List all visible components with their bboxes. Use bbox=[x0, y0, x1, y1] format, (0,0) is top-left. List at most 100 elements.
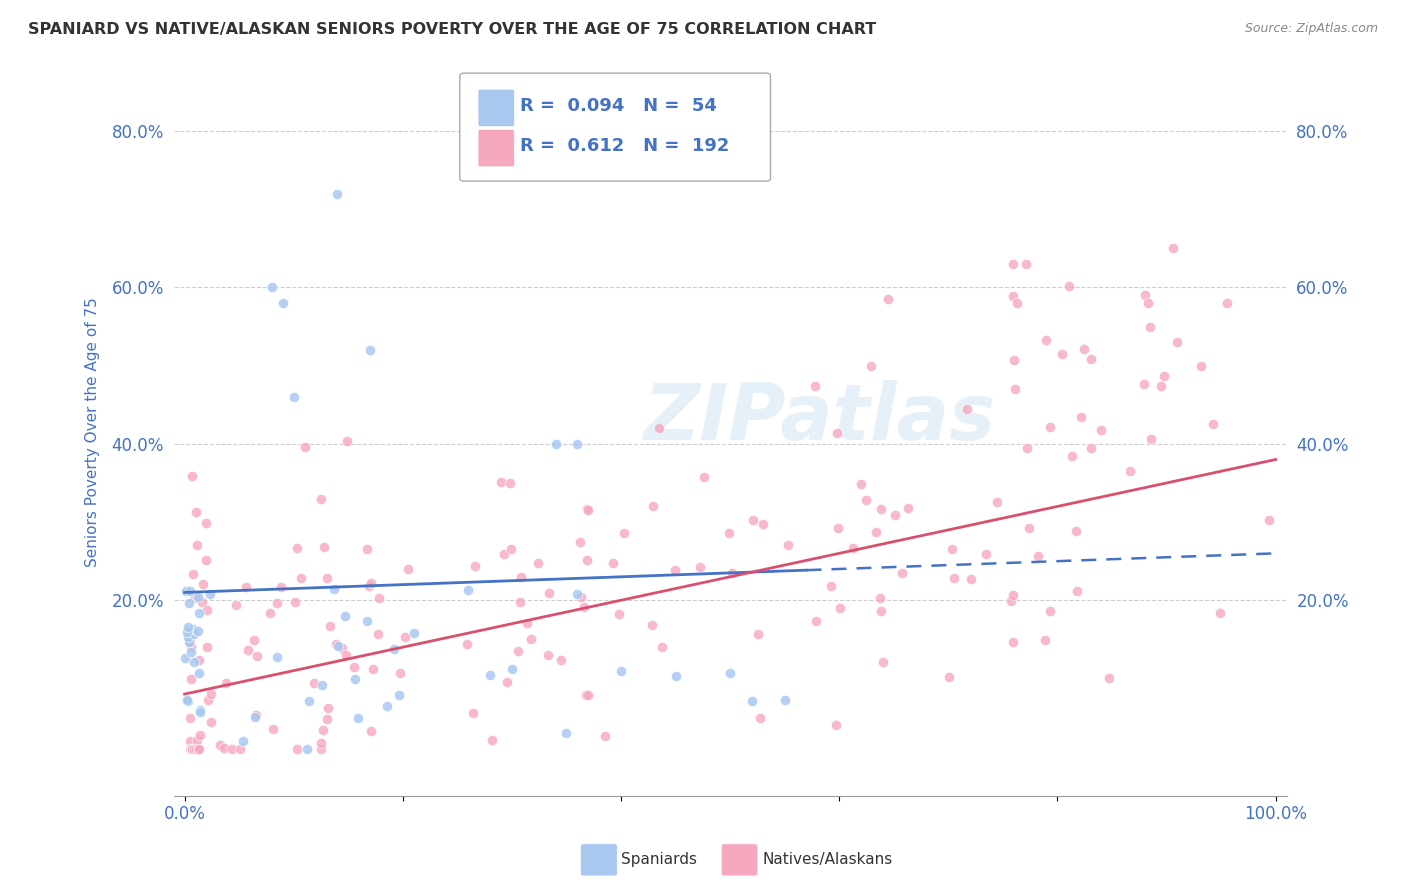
Point bbox=[200, 687, 222, 701]
Point bbox=[389, 665, 412, 680]
Point bbox=[718, 665, 741, 680]
Point bbox=[891, 566, 914, 580]
Point bbox=[356, 542, 378, 557]
Point bbox=[651, 640, 673, 655]
Point bbox=[804, 379, 827, 393]
Point bbox=[330, 640, 353, 655]
Point bbox=[1039, 604, 1062, 618]
Point bbox=[309, 742, 332, 756]
Point bbox=[184, 505, 207, 519]
Point bbox=[404, 626, 426, 640]
Point bbox=[877, 292, 900, 306]
Point bbox=[568, 535, 591, 549]
Point bbox=[245, 708, 267, 723]
Point bbox=[1004, 382, 1026, 396]
Point bbox=[1189, 359, 1212, 373]
Point bbox=[741, 694, 763, 708]
Point bbox=[974, 547, 997, 561]
Point bbox=[375, 699, 398, 714]
Point bbox=[1258, 513, 1281, 527]
Point bbox=[860, 359, 883, 373]
Point bbox=[183, 626, 205, 640]
Point bbox=[181, 742, 204, 756]
Point bbox=[183, 656, 205, 670]
Point bbox=[284, 595, 307, 609]
Point bbox=[749, 710, 772, 724]
Point bbox=[841, 541, 863, 556]
Point bbox=[1005, 296, 1028, 310]
Point bbox=[499, 541, 522, 556]
Point bbox=[1033, 633, 1056, 648]
Point bbox=[938, 669, 960, 683]
Point bbox=[290, 572, 312, 586]
Point bbox=[266, 650, 288, 665]
Point bbox=[820, 578, 842, 592]
Point bbox=[463, 706, 485, 720]
Point bbox=[1149, 379, 1171, 393]
Point bbox=[188, 742, 211, 756]
Point bbox=[316, 712, 339, 726]
Point bbox=[208, 738, 231, 752]
Point bbox=[200, 714, 222, 729]
Point bbox=[664, 669, 686, 683]
Point bbox=[721, 566, 744, 580]
Point bbox=[232, 734, 254, 748]
Point bbox=[344, 672, 367, 686]
Point bbox=[181, 742, 204, 756]
Point bbox=[357, 579, 380, 593]
Point bbox=[312, 723, 335, 737]
Point bbox=[825, 718, 848, 732]
Point bbox=[179, 635, 201, 649]
Point bbox=[316, 701, 339, 715]
Point bbox=[537, 586, 560, 600]
Point bbox=[285, 541, 308, 556]
Point bbox=[180, 742, 202, 756]
Point bbox=[1060, 449, 1083, 463]
Point bbox=[1057, 279, 1080, 293]
Point bbox=[186, 733, 208, 747]
Point bbox=[825, 425, 848, 440]
Point bbox=[259, 606, 281, 620]
Point bbox=[394, 630, 416, 644]
Point bbox=[1136, 296, 1159, 310]
Point bbox=[457, 583, 479, 598]
Point bbox=[693, 469, 716, 483]
Point bbox=[181, 622, 204, 636]
Point bbox=[179, 711, 201, 725]
Text: R =  0.612   N =  192: R = 0.612 N = 192 bbox=[520, 137, 730, 155]
Point bbox=[1202, 417, 1225, 432]
Point bbox=[1216, 295, 1239, 310]
Point bbox=[941, 542, 963, 557]
Point bbox=[221, 742, 243, 756]
Point bbox=[266, 597, 288, 611]
Text: Source: ZipAtlas.com: Source: ZipAtlas.com bbox=[1244, 22, 1378, 36]
Point bbox=[1132, 376, 1154, 391]
Point bbox=[309, 491, 332, 506]
Text: Natives/Alaskans: Natives/Alaskans bbox=[762, 853, 893, 867]
Point bbox=[326, 186, 349, 201]
Point bbox=[773, 693, 796, 707]
Point bbox=[1153, 369, 1175, 384]
Point bbox=[509, 595, 531, 609]
Point bbox=[271, 296, 294, 310]
Point bbox=[179, 584, 201, 599]
Point bbox=[347, 710, 370, 724]
Point bbox=[527, 557, 550, 571]
Point bbox=[943, 571, 966, 585]
Point bbox=[360, 576, 382, 591]
Point bbox=[187, 742, 209, 756]
Point bbox=[246, 648, 269, 663]
Point bbox=[311, 678, 333, 692]
Point bbox=[174, 651, 197, 665]
Point bbox=[641, 617, 664, 632]
Point bbox=[179, 634, 201, 648]
Point bbox=[302, 675, 325, 690]
Point bbox=[643, 500, 665, 514]
Point bbox=[212, 740, 235, 755]
Point bbox=[180, 640, 202, 655]
Point bbox=[262, 722, 284, 736]
Point bbox=[489, 475, 512, 489]
Point bbox=[195, 603, 218, 617]
Point bbox=[664, 563, 686, 577]
Point bbox=[956, 402, 979, 417]
